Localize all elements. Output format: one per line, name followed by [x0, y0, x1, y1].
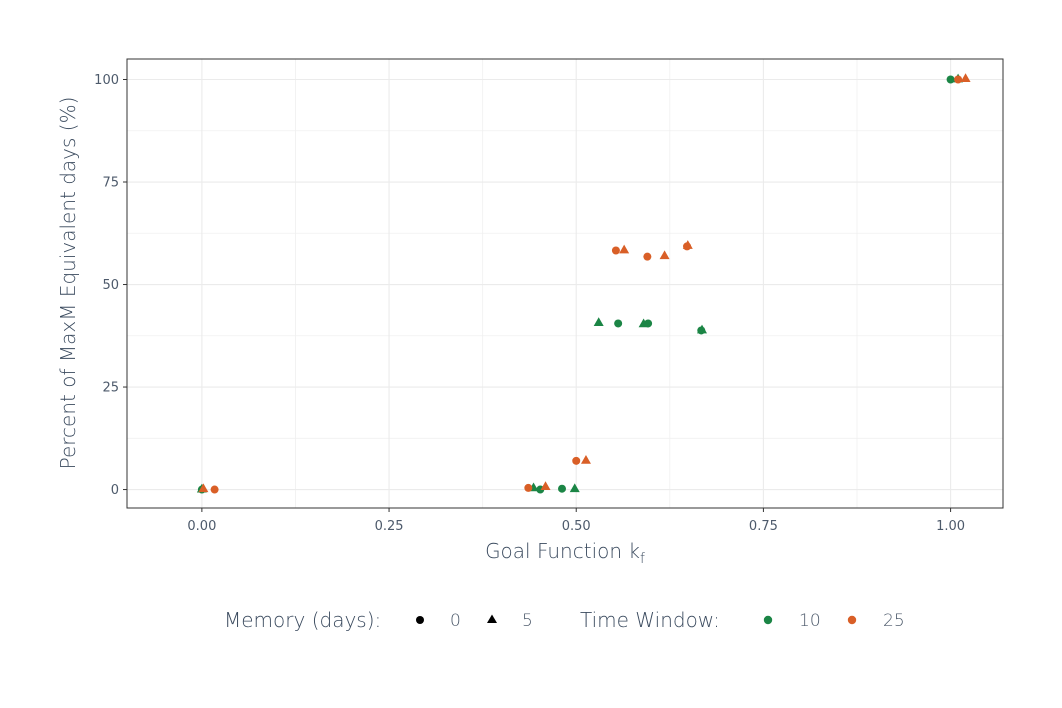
legend-circle-key	[416, 616, 424, 624]
legend-color-10-key	[763, 615, 773, 625]
x-tick-label: 0.75	[749, 519, 778, 534]
y-tick-label: 75	[102, 176, 119, 191]
data-point-triangle	[580, 455, 591, 464]
legend-time-window-25-label: 25	[883, 611, 905, 631]
x-axis-title: Goal Function kf	[485, 539, 645, 567]
data-point-triangle	[659, 250, 670, 260]
data-point-triangle	[638, 318, 649, 328]
data-point-circle	[614, 319, 623, 328]
legend: Memory (days): 0 5 Time Window: 10 25	[224, 608, 905, 632]
data-points	[196, 73, 971, 494]
data-point-triangle	[682, 240, 693, 249]
data-point-triangle	[619, 244, 630, 254]
data-point-triangle	[593, 317, 604, 326]
data-point-circle	[643, 252, 652, 261]
legend-triangle-key	[487, 614, 497, 623]
legend-time-window-title: Time Window:	[580, 608, 720, 632]
data-point-circle	[572, 456, 581, 465]
x-tick-label: 1.00	[936, 519, 965, 534]
x-tick-label: 0.25	[375, 519, 404, 534]
data-point-circle	[954, 75, 963, 84]
legend-memory-0-label: 0	[450, 611, 461, 631]
grid	[127, 59, 1003, 508]
data-point-triangle	[198, 483, 209, 493]
legend-color-25-key	[847, 615, 857, 625]
y-tick-label: 25	[102, 381, 119, 396]
x-tick-label: 0.50	[562, 519, 591, 534]
data-point-circle	[524, 483, 533, 492]
data-point-triangle	[960, 73, 971, 83]
axis-ticks: 0.00 0.25 0.50 0.75 1.00 0 25 50 75 100	[94, 73, 965, 534]
data-point-circle	[946, 75, 955, 84]
data-point-triangle	[540, 481, 551, 491]
data-point-circle	[558, 484, 567, 493]
y-axis-title: Percent of MaxM Equivalent days (%)	[56, 97, 80, 470]
legend-memory-5-label: 5	[522, 611, 533, 631]
plot-panel-border	[126, 58, 1004, 509]
legend-memory-title: Memory (days):	[224, 608, 381, 632]
y-tick-label: 0	[111, 483, 119, 498]
data-point-triangle	[697, 324, 708, 334]
x-tick-label: 0.00	[187, 519, 216, 534]
y-tick-label: 50	[102, 278, 119, 293]
y-tick-label: 100	[94, 73, 119, 88]
legend-time-window-10-label: 10	[799, 611, 821, 631]
data-point-circle	[611, 246, 620, 255]
data-point-circle	[210, 485, 219, 494]
data-point-triangle	[569, 483, 580, 493]
